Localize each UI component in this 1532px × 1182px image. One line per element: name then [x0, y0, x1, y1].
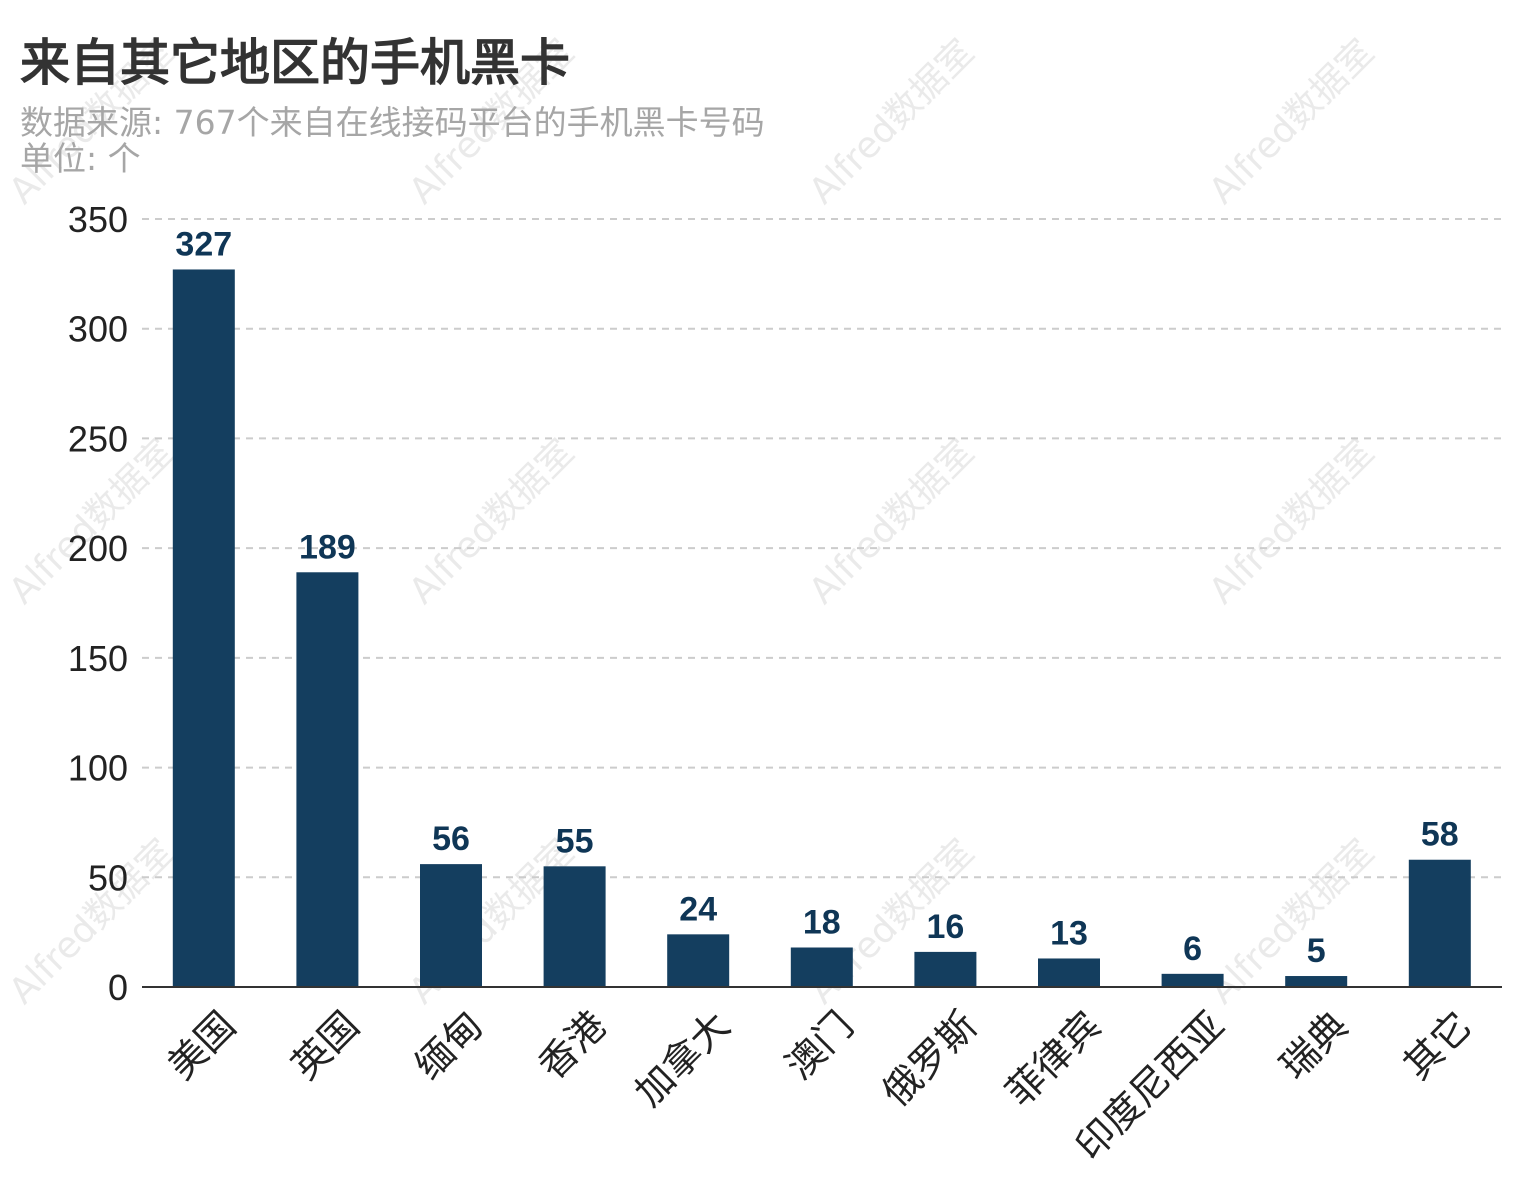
bar [1161, 973, 1224, 987]
x-tick-label: 英国 [283, 1003, 368, 1088]
x-tick-label: 俄罗斯 [874, 1003, 986, 1115]
x-tick-label: 香港 [530, 1003, 615, 1088]
watermark-text: Alfred数据室 [1202, 32, 1383, 213]
bar [1285, 976, 1348, 987]
chart-subtitle-unit: 单位: 个 [20, 139, 141, 178]
y-axis-ticks: 0 50 100 150 200 250 300 350 [68, 199, 128, 1008]
data-label: 56 [432, 820, 470, 858]
y-tick-label: 0 [108, 967, 128, 1008]
y-tick-label: 50 [88, 857, 128, 898]
watermark-text: Alfred数据室 [802, 32, 983, 213]
y-tick-label: 300 [68, 309, 128, 350]
x-tick-label: 菲律宾 [997, 1003, 1109, 1115]
bars [172, 269, 1471, 987]
y-tick-label: 250 [68, 418, 128, 459]
bar [172, 269, 235, 987]
bar [790, 947, 853, 987]
data-label: 6 [1183, 930, 1202, 968]
watermark-text: Alfred数据室 [402, 432, 583, 613]
bar [914, 951, 977, 987]
data-label: 16 [926, 908, 964, 946]
x-tick-label: 美国 [159, 1003, 244, 1088]
data-label: 24 [679, 890, 717, 928]
x-tick-label: 瑞典 [1271, 1003, 1356, 1088]
data-label: 189 [299, 528, 356, 566]
data-label: 18 [803, 904, 841, 942]
x-tick-label: 缅甸 [406, 1003, 491, 1088]
data-label: 13 [1050, 914, 1088, 952]
data-label: 55 [556, 822, 594, 860]
y-tick-label: 150 [68, 638, 128, 679]
bar [543, 866, 606, 987]
bar [667, 934, 730, 987]
bar [296, 572, 359, 987]
data-label: 5 [1307, 932, 1326, 970]
bar [420, 864, 482, 987]
x-tick-label: 澳门 [777, 1003, 862, 1088]
bar [1408, 859, 1471, 987]
x-tick-label: 其它 [1395, 1003, 1480, 1088]
bar [1038, 958, 1100, 987]
y-tick-label: 350 [68, 199, 128, 240]
grid-lines [142, 218, 1502, 879]
data-label: 327 [175, 225, 232, 263]
chart-title: 来自其它地区的手机黑卡 [20, 34, 570, 92]
data-labels: 327 189 56 55 24 18 16 13 6 5 58 [175, 225, 1458, 970]
y-tick-label: 100 [68, 748, 128, 789]
y-tick-label: 200 [68, 528, 128, 569]
data-label: 58 [1421, 816, 1459, 854]
watermark-text: Alfred数据室 [802, 432, 983, 613]
watermark-text: Alfred数据室 [1202, 432, 1383, 613]
x-tick-label: 加拿大 [627, 1003, 739, 1115]
chart-subtitle-source: 数据来源: 767个来自在线接码平台的手机黑卡号码 [20, 103, 765, 142]
